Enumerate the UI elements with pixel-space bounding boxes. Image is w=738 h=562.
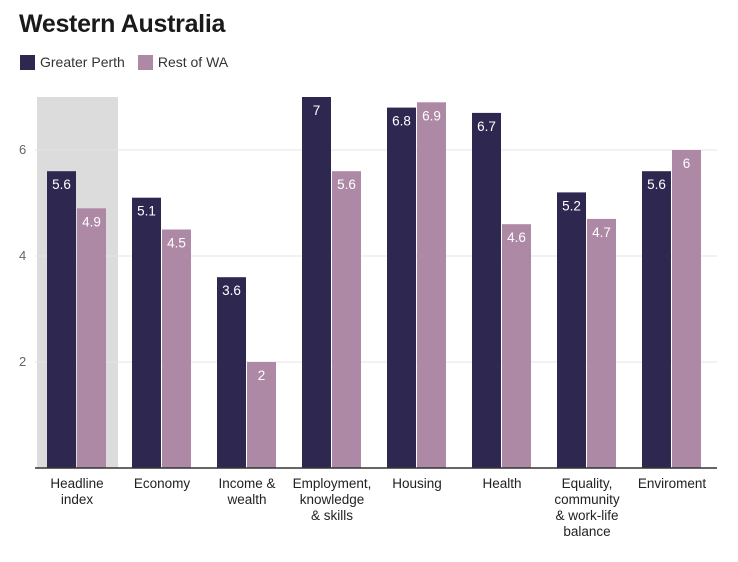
- data-label: 4.6: [507, 230, 526, 245]
- x-tick-label: Enviroment: [638, 476, 707, 491]
- data-label: 3.6: [222, 283, 241, 298]
- bar: [302, 97, 331, 468]
- data-label: 7: [313, 103, 321, 118]
- x-tick-label: Housing: [392, 476, 442, 491]
- data-label: 5.6: [337, 177, 356, 192]
- bar: [217, 277, 246, 468]
- chart-title: Western Australia: [19, 10, 226, 38]
- data-label: 6.8: [392, 114, 411, 129]
- x-tick-label: Employment, knowledge & skills: [293, 476, 372, 523]
- data-label: 5.6: [647, 177, 666, 192]
- legend-label-rest-of-wa: Rest of WA: [157, 54, 229, 70]
- legend-item-greater-perth: Greater Perth: [20, 54, 125, 70]
- data-label: 2: [258, 368, 266, 383]
- bar: [557, 192, 586, 468]
- data-label: 4.7: [592, 225, 611, 240]
- data-label: 4.5: [167, 236, 186, 251]
- bar: [472, 112, 501, 469]
- bar: [47, 171, 76, 468]
- legend-label-greater-perth: Greater Perth: [40, 54, 125, 70]
- data-label: 5.6: [52, 177, 71, 192]
- bar: [642, 171, 671, 468]
- data-label: 6.7: [477, 119, 496, 134]
- legend-swatch-greater-perth: [20, 54, 35, 70]
- bar: [587, 218, 616, 468]
- legend-item-rest-of-wa: Rest of WA: [137, 54, 229, 70]
- x-tick-label: Equality, community & work-life balance: [554, 476, 620, 539]
- data-label: 5.2: [562, 198, 581, 213]
- y-tick-label: 4: [19, 248, 26, 263]
- data-label: 4.9: [82, 214, 101, 229]
- legend-swatch-rest-of-wa: [137, 54, 153, 70]
- data-label: 6: [683, 156, 691, 171]
- bar: [77, 208, 106, 469]
- x-tick-label: Income & wealth: [218, 476, 275, 507]
- bar: [332, 171, 361, 468]
- bar: [417, 102, 446, 469]
- y-tick-label: 6: [19, 142, 26, 157]
- y-tick-label: 2: [19, 354, 26, 369]
- x-tick-label: Health: [482, 476, 521, 491]
- bar: [387, 107, 416, 468]
- bar: [162, 229, 191, 468]
- x-tick-label: Economy: [134, 476, 191, 491]
- bar: [132, 197, 161, 468]
- data-label: 6.9: [422, 108, 441, 123]
- data-label: 5.1: [137, 204, 156, 219]
- bar: [502, 224, 531, 468]
- bar: [672, 150, 701, 468]
- x-tick-label: Headline index: [50, 476, 103, 507]
- chart-legend: Greater Perth Rest of WA: [20, 54, 241, 70]
- bar: [247, 362, 276, 468]
